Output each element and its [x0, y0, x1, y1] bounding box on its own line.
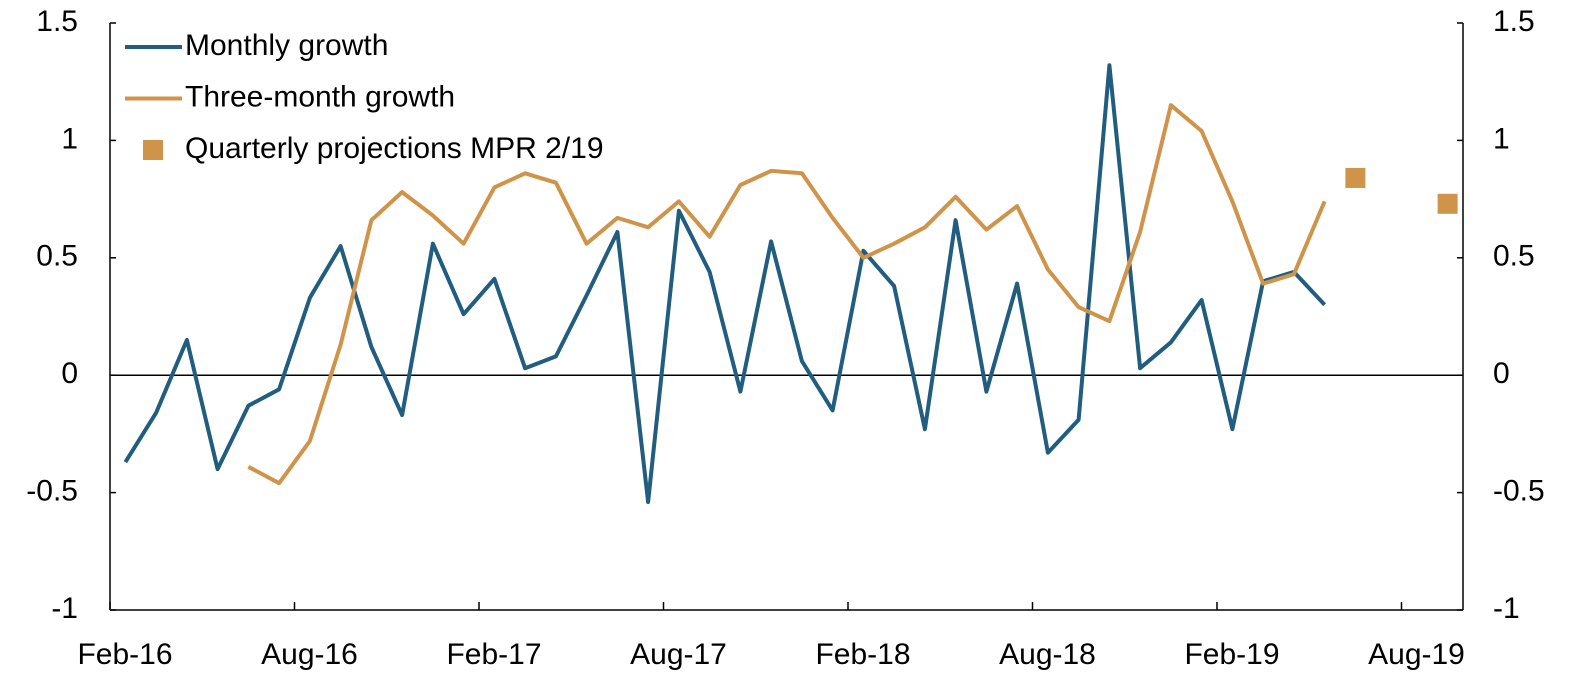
x-tick-label: Feb-19	[1184, 638, 1279, 671]
legend-label: Quarterly projections MPR 2/19	[185, 132, 604, 165]
y2-tick-label: -1	[1493, 592, 1520, 625]
legend-label: Monthly growth	[185, 29, 388, 62]
y2-tick-label: 1.5	[1493, 5, 1535, 38]
projection-marker	[1437, 193, 1458, 214]
y-tick-label: 0.5	[36, 240, 78, 273]
x-tick-label: Aug-18	[999, 638, 1096, 671]
y-tick-label: 1.5	[36, 5, 78, 38]
y2-tick-label: -0.5	[1493, 475, 1545, 508]
y-tick-label: -0.5	[26, 475, 78, 508]
series-line	[123, 63, 1327, 504]
series-line	[247, 103, 1327, 486]
legend-label: Three-month growth	[185, 80, 455, 113]
x-tick-label: Aug-16	[261, 638, 358, 671]
legend-swatch	[143, 140, 163, 160]
x-tick-label: Feb-18	[815, 638, 910, 671]
y-tick-label: 0	[61, 357, 78, 390]
y-tick-label: 1	[61, 122, 78, 155]
y-tick-label: -1	[51, 592, 78, 625]
y2-tick-label: 0	[1493, 357, 1510, 390]
y2-tick-label: 1	[1493, 122, 1510, 155]
x-tick-label: Feb-17	[446, 638, 541, 671]
y2-tick-label: 0.5	[1493, 240, 1535, 273]
x-tick-label: Aug-19	[1368, 638, 1465, 671]
projection-marker	[1345, 167, 1366, 188]
x-tick-label: Aug-17	[630, 638, 727, 671]
x-tick-label: Feb-16	[77, 638, 172, 671]
